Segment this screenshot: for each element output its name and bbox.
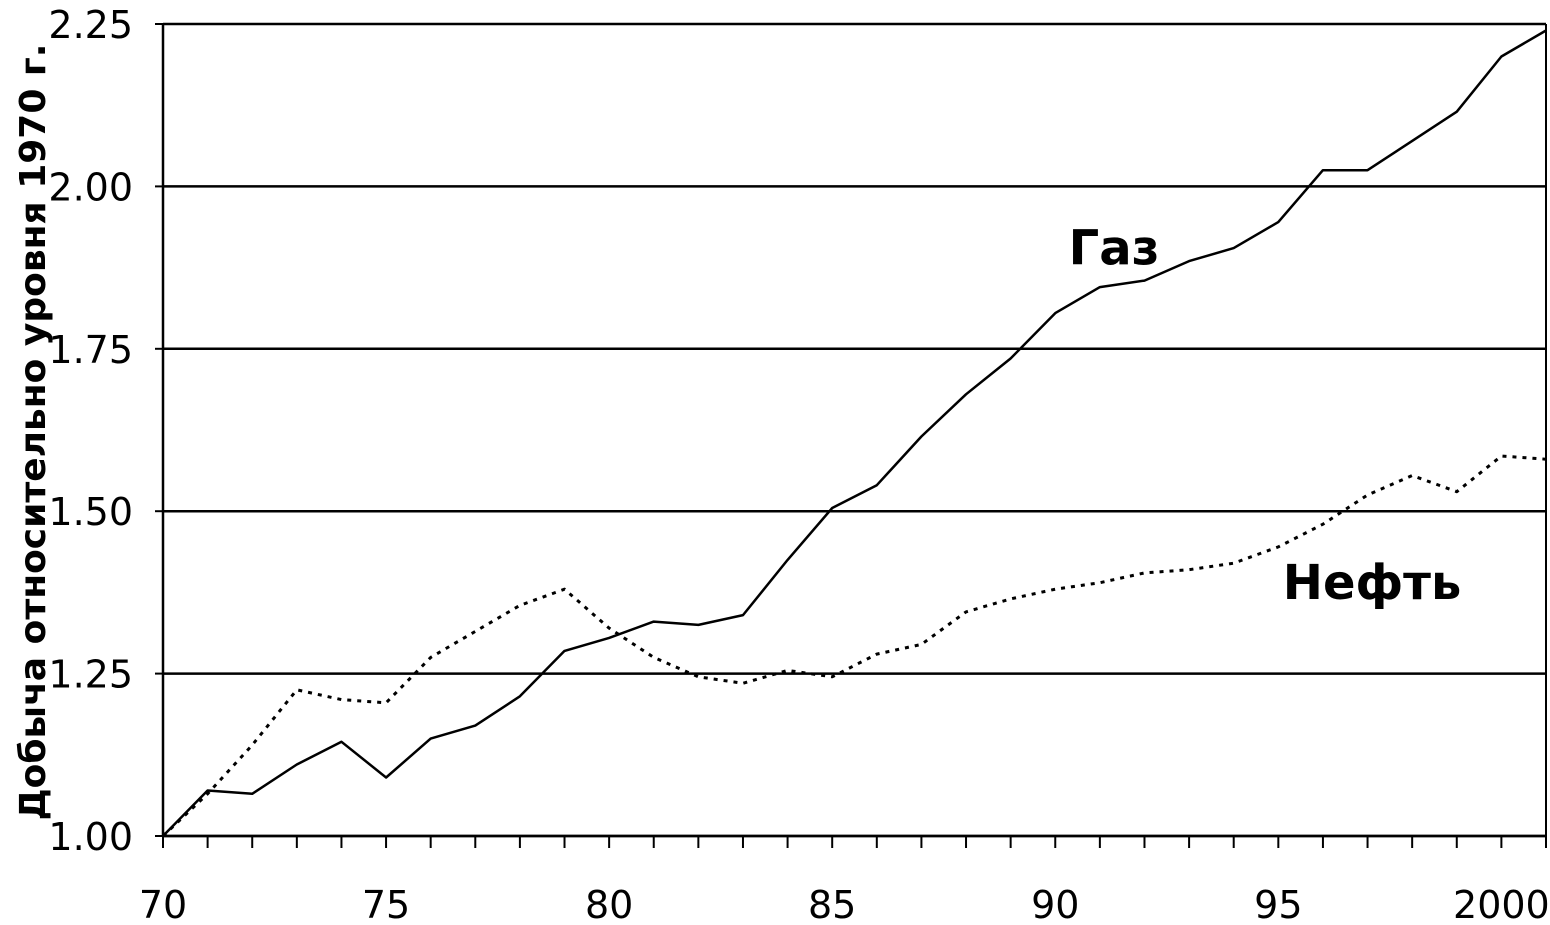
x-tick-label: 85 [808, 883, 856, 925]
x-tick-label: 90 [1031, 883, 1079, 925]
series-label-gas: Газ [1069, 220, 1160, 276]
x-tick-label: 80 [585, 883, 633, 925]
series-line-gas [162, 29, 1547, 837]
grid-layer [163, 22, 1546, 838]
x-tick-label: 75 [362, 883, 410, 925]
axis-layer: 1.00 1.25 1.50 1.75 2.00 2.25 70 75 80 85 90 95 2000 [48, 3, 1549, 925]
label-layer: Газ Нефть [1069, 220, 1462, 611]
x-tick-label: 2000 [1453, 883, 1550, 925]
y-tick-label: 1.25 [48, 653, 133, 697]
y-tick-label: 2.00 [48, 165, 133, 209]
x-tick-label: 70 [139, 883, 187, 925]
y-tick-label: 2.25 [48, 3, 133, 47]
y-tick-label: 1.75 [48, 328, 133, 372]
y-axis-label: Добыча относительно уровня 1970 г. [13, 44, 54, 821]
series-line-oil [161, 454, 1547, 838]
y-tick-label: 1.00 [48, 815, 133, 859]
x-tick-label: 95 [1254, 883, 1302, 925]
series-layer [161, 29, 1547, 838]
y-tick-label: 1.50 [48, 490, 133, 534]
series-label-oil: Нефть [1283, 555, 1462, 611]
